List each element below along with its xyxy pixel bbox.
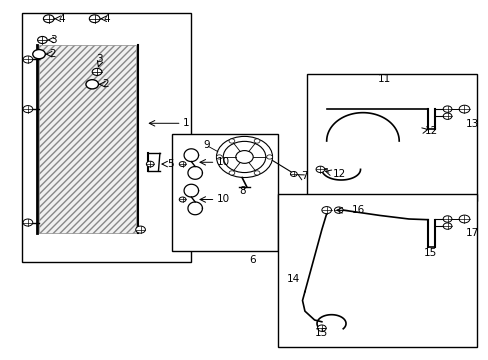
Text: 11: 11 <box>377 74 390 84</box>
Circle shape <box>43 15 54 23</box>
Text: 13: 13 <box>465 119 478 129</box>
Bar <box>172 134 278 251</box>
Circle shape <box>228 139 234 143</box>
Circle shape <box>179 162 185 167</box>
Circle shape <box>458 105 469 113</box>
Circle shape <box>216 136 272 177</box>
Circle shape <box>254 171 260 175</box>
Text: 17: 17 <box>465 228 478 238</box>
Bar <box>22 13 191 261</box>
Circle shape <box>38 36 47 44</box>
Text: 4: 4 <box>103 14 110 24</box>
Circle shape <box>23 105 33 113</box>
Text: 7: 7 <box>301 171 307 181</box>
Circle shape <box>86 80 98 89</box>
Circle shape <box>92 68 102 76</box>
Text: 10: 10 <box>217 194 229 204</box>
Circle shape <box>228 171 234 175</box>
Text: 8: 8 <box>239 186 246 195</box>
Circle shape <box>136 226 145 233</box>
Circle shape <box>254 139 260 143</box>
Text: 14: 14 <box>286 274 299 284</box>
Text: 10: 10 <box>217 157 229 167</box>
Text: 4: 4 <box>58 14 65 24</box>
Circle shape <box>315 166 324 172</box>
Circle shape <box>235 150 253 163</box>
Text: 5: 5 <box>167 159 173 169</box>
Bar <box>278 194 476 347</box>
Text: 3: 3 <box>51 35 57 45</box>
Text: 2: 2 <box>102 79 108 89</box>
Circle shape <box>146 161 154 167</box>
Circle shape <box>442 106 451 112</box>
Text: 3: 3 <box>96 54 102 64</box>
Circle shape <box>334 207 343 213</box>
Text: 12: 12 <box>332 168 346 179</box>
Circle shape <box>23 56 33 63</box>
Bar <box>307 74 476 201</box>
Text: 1: 1 <box>183 118 189 128</box>
Circle shape <box>223 141 265 172</box>
Circle shape <box>442 223 451 229</box>
Circle shape <box>23 219 33 226</box>
Circle shape <box>317 325 325 331</box>
Circle shape <box>89 15 100 23</box>
Text: 16: 16 <box>351 206 365 216</box>
Circle shape <box>179 197 185 202</box>
Text: 12: 12 <box>424 126 437 136</box>
Text: 15: 15 <box>315 328 328 338</box>
Circle shape <box>216 155 222 159</box>
Circle shape <box>290 171 297 176</box>
Circle shape <box>442 216 451 222</box>
Text: 6: 6 <box>249 255 255 265</box>
Circle shape <box>266 155 272 159</box>
Circle shape <box>321 207 331 214</box>
Circle shape <box>458 215 469 223</box>
Text: 9: 9 <box>203 140 210 149</box>
Circle shape <box>33 50 45 59</box>
Bar <box>39 45 136 233</box>
Circle shape <box>442 113 451 120</box>
Text: 15: 15 <box>423 248 436 258</box>
Text: 2: 2 <box>49 49 56 59</box>
